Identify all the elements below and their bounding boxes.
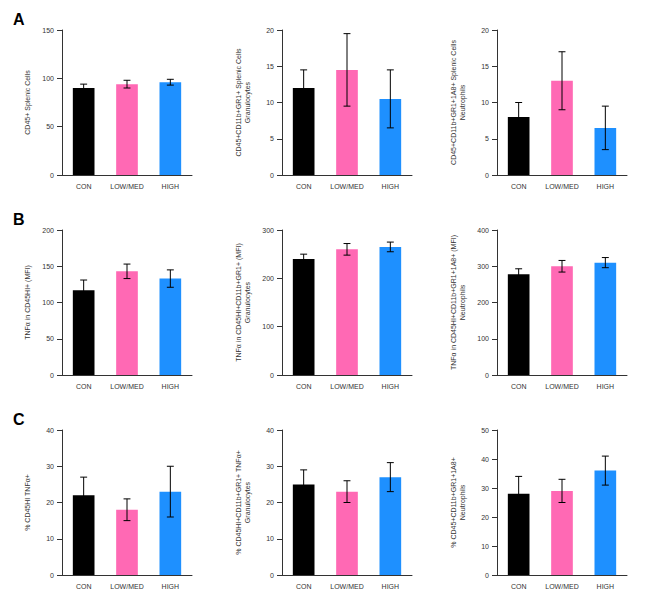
- svg-text:HIGH: HIGH: [382, 383, 400, 390]
- svg-text:10: 10: [481, 543, 489, 550]
- svg-text:0: 0: [50, 572, 54, 579]
- svg-text:LOW/MED: LOW/MED: [110, 583, 143, 590]
- svg-text:HIGH: HIGH: [162, 383, 180, 390]
- svg-text:15: 15: [266, 63, 274, 70]
- svg-text:0: 0: [50, 172, 54, 179]
- svg-text:200: 200: [262, 275, 274, 282]
- svg-text:30: 30: [46, 463, 54, 470]
- svg-text:30: 30: [481, 485, 489, 492]
- svg-text:20: 20: [266, 499, 274, 506]
- svg-text:100: 100: [42, 299, 54, 306]
- svg-text:200: 200: [42, 227, 54, 234]
- svg-text:CON: CON: [511, 383, 527, 390]
- svg-text:300: 300: [477, 263, 489, 270]
- svg-text:100: 100: [262, 323, 274, 330]
- svg-text:HIGH: HIGH: [382, 183, 400, 190]
- svg-text:20: 20: [266, 27, 274, 34]
- svg-text:0: 0: [485, 172, 489, 179]
- svg-text:300: 300: [262, 227, 274, 234]
- svg-text:100: 100: [42, 75, 54, 82]
- svg-text:10: 10: [266, 535, 274, 542]
- svg-text:HIGH: HIGH: [162, 583, 180, 590]
- svg-text:CON: CON: [296, 183, 312, 190]
- svg-text:400: 400: [477, 227, 489, 234]
- svg-text:150: 150: [42, 27, 54, 34]
- svg-text:50: 50: [481, 427, 489, 434]
- svg-text:40: 40: [266, 427, 274, 434]
- svg-text:CD45+CD11b+GR1+1A8+ Splenic Ce: CD45+CD11b+GR1+1A8+ Splenic Cells: [450, 40, 458, 165]
- svg-text:10: 10: [266, 99, 274, 106]
- svg-text:HIGH: HIGH: [597, 583, 615, 590]
- svg-text:40: 40: [46, 427, 54, 434]
- svg-text:CD45+ Splenic Cells: CD45+ Splenic Cells: [24, 70, 32, 135]
- svg-text:Granulocytes: Granulocytes: [244, 281, 252, 323]
- svg-text:0: 0: [485, 372, 489, 379]
- svg-text:HIGH: HIGH: [597, 183, 615, 190]
- svg-text:50: 50: [46, 123, 54, 130]
- svg-text:HIGH: HIGH: [597, 383, 615, 390]
- svg-text:0: 0: [270, 572, 274, 579]
- svg-text:% CD45HI+CD11b+GR1+ TNFα+: % CD45HI+CD11b+GR1+ TNFα+: [235, 450, 242, 555]
- svg-text:LOW/MED: LOW/MED: [545, 583, 578, 590]
- svg-text:Neutrophils: Neutrophils: [459, 284, 467, 320]
- svg-text:0: 0: [50, 372, 54, 379]
- svg-text:100: 100: [477, 335, 489, 342]
- svg-text:% CD45HI TNFα+: % CD45HI TNFα+: [24, 474, 31, 531]
- svg-text:50: 50: [46, 335, 54, 342]
- svg-text:A: A: [13, 11, 25, 28]
- svg-text:CON: CON: [76, 383, 92, 390]
- svg-text:Granulocytes: Granulocytes: [244, 481, 252, 523]
- svg-text:CD45+CD11b+GR1+ Splenic Cells: CD45+CD11b+GR1+ Splenic Cells: [235, 48, 243, 157]
- svg-text:0: 0: [270, 372, 274, 379]
- svg-text:LOW/MED: LOW/MED: [330, 583, 363, 590]
- svg-text:HIGH: HIGH: [162, 183, 180, 190]
- svg-text:CON: CON: [76, 183, 92, 190]
- svg-text:LOW/MED: LOW/MED: [110, 183, 143, 190]
- svg-text:20: 20: [46, 499, 54, 506]
- svg-text:CON: CON: [296, 383, 312, 390]
- svg-text:15: 15: [481, 63, 489, 70]
- svg-text:Neutrophils: Neutrophils: [459, 84, 467, 120]
- svg-text:150: 150: [42, 263, 54, 270]
- svg-text:10: 10: [481, 99, 489, 106]
- svg-text:CON: CON: [511, 183, 527, 190]
- svg-text:0: 0: [485, 572, 489, 579]
- svg-text:200: 200: [477, 299, 489, 306]
- svg-text:5: 5: [485, 135, 489, 142]
- svg-text:10: 10: [46, 535, 54, 542]
- svg-text:Granulocytes: Granulocytes: [244, 81, 252, 123]
- svg-text:TNFα in CD45HI+CD11b+GR1+ (MFI: TNFα in CD45HI+CD11b+GR1+ (MFI): [235, 243, 243, 361]
- svg-text:LOW/MED: LOW/MED: [330, 183, 363, 190]
- svg-text:5: 5: [270, 135, 274, 142]
- svg-text:% CD45+CD11b+GR1+1A8+: % CD45+CD11b+GR1+1A8+: [450, 457, 457, 548]
- svg-text:TNFα in CD45HI+ (MFI): TNFα in CD45HI+ (MFI): [24, 265, 32, 340]
- svg-text:CON: CON: [76, 583, 92, 590]
- svg-text:LOW/MED: LOW/MED: [110, 383, 143, 390]
- svg-text:40: 40: [481, 456, 489, 463]
- svg-text:0: 0: [270, 172, 274, 179]
- svg-text:B: B: [13, 211, 25, 228]
- svg-text:LOW/MED: LOW/MED: [545, 383, 578, 390]
- svg-text:HIGH: HIGH: [382, 583, 400, 590]
- svg-text:CON: CON: [511, 583, 527, 590]
- svg-text:LOW/MED: LOW/MED: [545, 183, 578, 190]
- svg-text:C: C: [13, 411, 25, 428]
- svg-text:TNFα in CD45HI+CD11b+GR1+1A8+: TNFα in CD45HI+CD11b+GR1+1A8+ (MFI): [450, 235, 458, 370]
- svg-text:LOW/MED: LOW/MED: [330, 383, 363, 390]
- svg-text:20: 20: [481, 27, 489, 34]
- svg-text:30: 30: [266, 463, 274, 470]
- svg-text:Neutrophils: Neutrophils: [459, 484, 467, 520]
- svg-text:CON: CON: [296, 583, 312, 590]
- svg-text:20: 20: [481, 514, 489, 521]
